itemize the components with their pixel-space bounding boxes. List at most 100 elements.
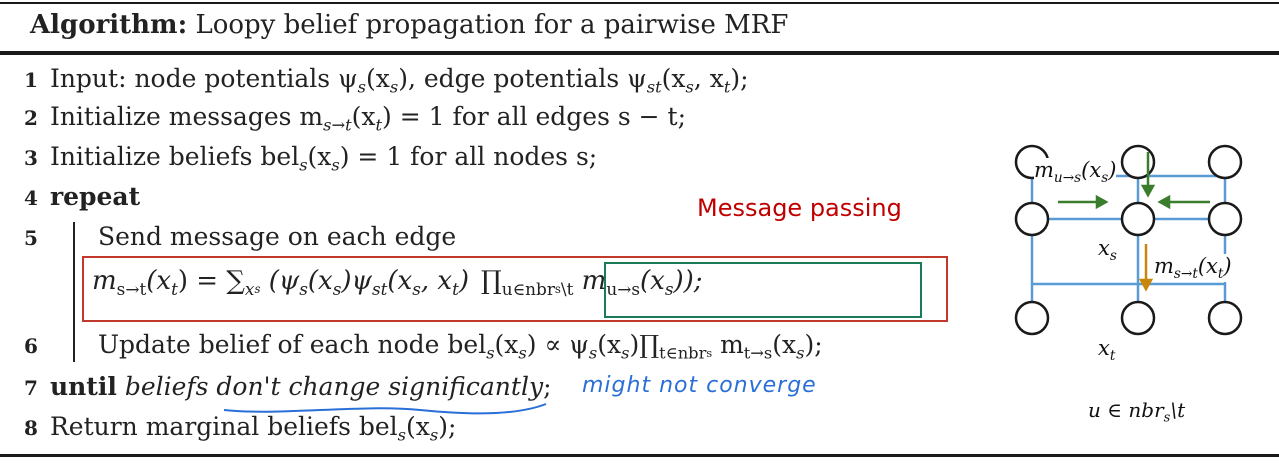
top-rule bbox=[0, 2, 1279, 4]
sub: s bbox=[796, 343, 805, 363]
sub: t∈nbr bbox=[659, 343, 707, 363]
line-text: ), edge potentials ψ bbox=[398, 64, 647, 93]
algo-line-6: 6 Update belief of each node bels(xs) ∝ … bbox=[24, 330, 823, 363]
line-text: Initialize messages m bbox=[49, 102, 324, 131]
line-number: 3 bbox=[24, 146, 38, 170]
f: m bbox=[92, 266, 117, 296]
line-text: m bbox=[712, 330, 744, 359]
line-text: Return marginal beliefs bel bbox=[49, 412, 398, 441]
sub: s bbox=[554, 282, 561, 297]
sub: s bbox=[486, 343, 495, 363]
sub: s→t bbox=[116, 278, 147, 299]
sub: s bbox=[588, 343, 598, 363]
handwritten-underline bbox=[223, 403, 547, 415]
line-number: 2 bbox=[24, 106, 38, 130]
label-x-t: xt bbox=[1098, 336, 1116, 364]
algo-line-8: 8 Return marginal beliefs bels(xs); bbox=[24, 412, 456, 445]
line-number: 4 bbox=[24, 186, 38, 210]
sub: st bbox=[646, 77, 662, 97]
repeat-block-bar bbox=[73, 222, 75, 362]
grid-nodes bbox=[1014, 144, 1243, 336]
line-number: 8 bbox=[24, 416, 38, 440]
sub: s bbox=[299, 155, 308, 175]
f: m bbox=[573, 266, 607, 296]
f: , x bbox=[420, 266, 453, 296]
message-passing-annotation: Message passing bbox=[697, 194, 902, 222]
sub: t bbox=[375, 115, 383, 135]
line-text: ); bbox=[438, 412, 457, 441]
sub: s bbox=[397, 425, 406, 445]
message-formula: ms→t(xt) = ∑xs (ψs(xs)ψst(xs, xt) ∏u∈nbrs… bbox=[92, 266, 703, 299]
algo-line-7: 7 until beliefs don't change significant… bbox=[24, 372, 552, 401]
line-text: (x bbox=[405, 412, 430, 441]
sub: st bbox=[371, 278, 388, 299]
algo-line-2: 2 Initialize messages ms→t(xt) = 1 for a… bbox=[24, 102, 686, 135]
algo-line-5: 5 Send message on each edge bbox=[24, 222, 456, 251]
title-rule bbox=[0, 51, 1279, 55]
label-m-u-to-s: mu→s(xs) bbox=[1034, 158, 1117, 186]
sub: s bbox=[299, 278, 308, 299]
label-x-s: xs bbox=[1098, 236, 1117, 264]
message-passing-box bbox=[82, 256, 948, 322]
f: (ψ bbox=[260, 266, 300, 296]
line-text: ) ∝ ψ bbox=[526, 330, 589, 359]
algo-line-1: 1 Input: node potentials ψs(xs), edge po… bbox=[24, 64, 749, 97]
node-s bbox=[1120, 201, 1156, 237]
product-symbol: ∏ bbox=[639, 330, 660, 359]
pairwise-mrf-grid bbox=[1014, 144, 1243, 336]
sub: x bbox=[244, 278, 255, 299]
line-text: Update belief of each node bel bbox=[97, 330, 487, 359]
sub: t bbox=[723, 77, 731, 97]
outgoing-arrow bbox=[1138, 244, 1154, 292]
sub: s bbox=[706, 346, 713, 360]
line-number: 5 bbox=[24, 226, 38, 250]
f: )); bbox=[673, 266, 703, 296]
line-text: Input: node potentials ψ bbox=[49, 64, 358, 93]
line-text: ) = 1 for all nodes s; bbox=[339, 142, 598, 171]
f: (x bbox=[640, 266, 665, 296]
arrowhead bbox=[1138, 278, 1154, 292]
line-text: (x bbox=[661, 64, 686, 93]
f: (x bbox=[387, 266, 413, 296]
line-text: (x bbox=[772, 330, 797, 359]
f: ) bbox=[458, 266, 470, 296]
line-text: (x bbox=[307, 142, 332, 171]
sub: s bbox=[332, 278, 342, 299]
line-text: , x bbox=[693, 64, 724, 93]
line-text: ) bbox=[629, 330, 640, 359]
line-text: (x bbox=[597, 330, 622, 359]
sub: u∈nbr bbox=[501, 278, 555, 299]
sub: t→s bbox=[743, 343, 773, 363]
node bbox=[1120, 144, 1156, 180]
line-text: (x bbox=[366, 64, 390, 93]
sub: t bbox=[171, 278, 178, 299]
line-text: Send message on each edge bbox=[97, 222, 457, 251]
sub: s bbox=[389, 77, 399, 97]
node-t bbox=[1120, 300, 1156, 336]
sub: s bbox=[412, 278, 421, 299]
line-text: (x bbox=[494, 330, 519, 359]
node bbox=[1014, 201, 1050, 237]
until-condition: beliefs don't change significantly bbox=[124, 372, 544, 401]
f: (x bbox=[307, 266, 333, 296]
f: (x bbox=[146, 266, 172, 296]
line-text: ; bbox=[543, 372, 552, 401]
line-number: 7 bbox=[24, 376, 38, 400]
f: )ψ bbox=[341, 266, 372, 296]
line-number: 1 bbox=[24, 68, 38, 92]
sub: s bbox=[518, 343, 527, 363]
algorithm-title-text: Loopy belief propagation for a pairwise … bbox=[195, 10, 789, 40]
node bbox=[1207, 201, 1243, 237]
arrowhead bbox=[1140, 184, 1156, 198]
sub: \t bbox=[560, 278, 574, 299]
sub: s bbox=[664, 278, 674, 299]
incoming-product-box bbox=[604, 262, 922, 318]
might-not-converge-annotation: might not converge bbox=[582, 373, 817, 398]
algorithm-label: Algorithm: bbox=[30, 10, 188, 40]
sub: s bbox=[331, 155, 340, 175]
algorithm-title: Algorithm: Loopy belief propagation for … bbox=[30, 10, 788, 40]
sub: s bbox=[357, 77, 367, 97]
line-text: ); bbox=[804, 330, 823, 359]
keyword-repeat: repeat bbox=[49, 182, 141, 211]
line-text: ) = 1 for all edges s − t; bbox=[382, 102, 687, 131]
